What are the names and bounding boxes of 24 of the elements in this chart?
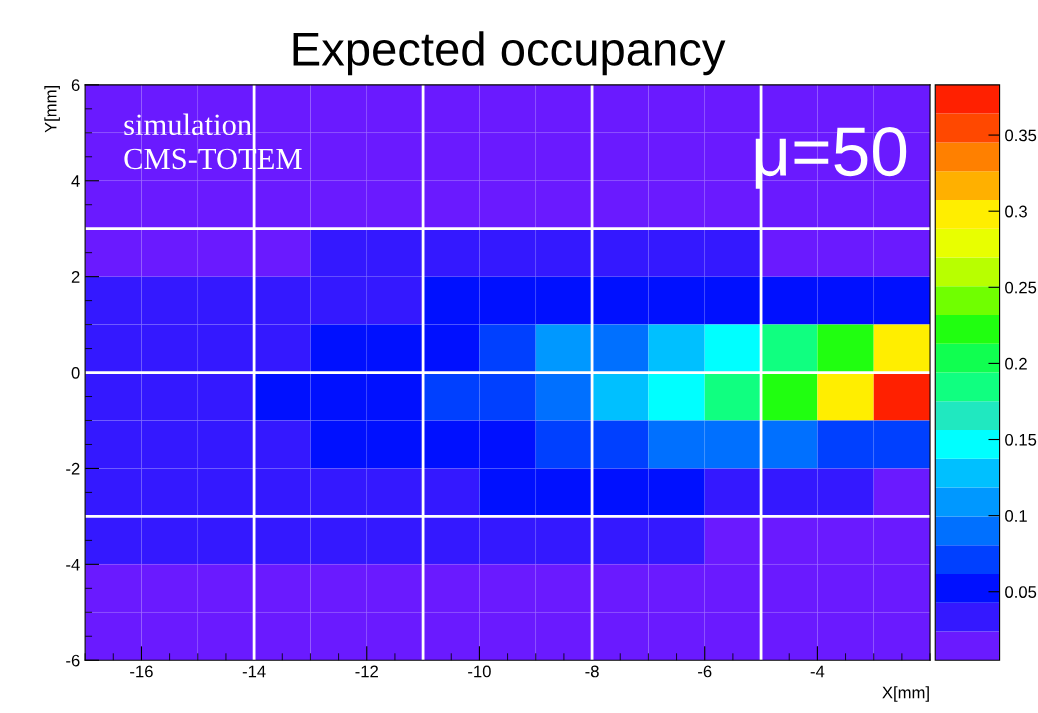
y-tick-label: -6 — [66, 654, 80, 667]
color-bar-label: 0.35 — [1005, 129, 1037, 142]
color-bar-label: 0.05 — [1005, 586, 1037, 598]
color-bar-label: 0.25 — [1005, 281, 1037, 294]
chart-title: Expected occupancy — [293, 31, 726, 76]
x-tick-label: -12 — [355, 665, 378, 678]
x-tick-label: -10 — [468, 665, 491, 678]
y-tick-label: 4 — [71, 175, 80, 187]
x-tick-label: -14 — [242, 665, 266, 678]
y-tick-label: -2 — [66, 462, 80, 475]
color-bar-label: 0.1 — [1005, 510, 1027, 522]
y-tick-label: 6 — [71, 79, 80, 92]
color-bar-label: 0.2 — [1005, 357, 1027, 370]
x-tick-label: -4 — [810, 665, 825, 678]
y-tick-label: -4 — [66, 558, 80, 571]
x-tick-label: -6 — [698, 665, 712, 678]
color-bar-label: 0.15 — [1005, 433, 1037, 446]
x-tick-label: -8 — [585, 665, 599, 678]
color-bar-label: 0.3 — [1005, 205, 1027, 218]
x-tick-label: -16 — [130, 665, 153, 678]
y-axis-title: Y[mm] — [44, 86, 60, 133]
x-axis-title: X[mm] — [882, 686, 929, 702]
y-tick-label: 0 — [71, 366, 80, 379]
y-tick-label: 2 — [71, 271, 80, 283]
